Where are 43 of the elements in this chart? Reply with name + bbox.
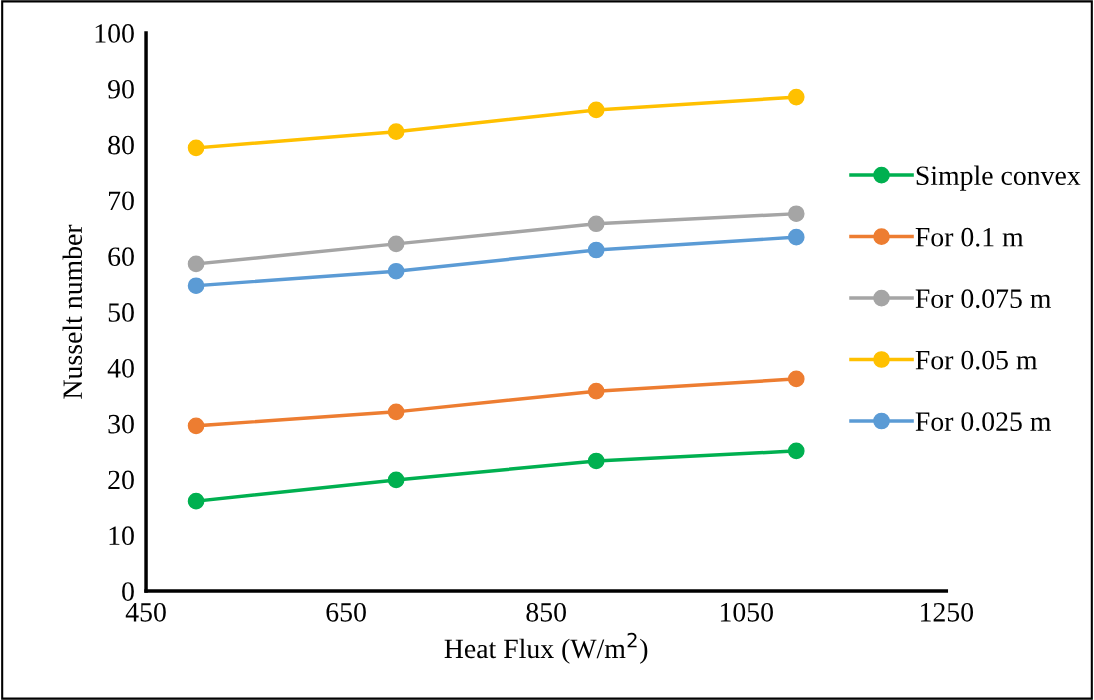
- point: [387, 403, 405, 421]
- y-tick-label: 80: [108, 135, 134, 155]
- y-tick-label: 90: [108, 79, 134, 99]
- legend-label: Simple convex: [916, 165, 1081, 191]
- y-tick-label: 50: [108, 303, 134, 322]
- x-tick-label: 1250: [920, 602, 974, 622]
- point: [587, 101, 605, 119]
- y-tick-label: 60: [108, 247, 134, 267]
- y-axis-title: Nusselt number: [62, 224, 83, 399]
- point: [787, 370, 805, 388]
- y-tick-label: 0: [122, 582, 134, 601]
- x-axis-title: Heat Flux (W/m$^{2}$): [444, 632, 648, 664]
- x-tick-label: 850: [526, 602, 566, 622]
- point: [387, 262, 405, 280]
- point: [787, 228, 805, 246]
- x-tick-label: 450: [125, 602, 166, 622]
- point: [387, 123, 405, 141]
- x-tick-label: 1050: [720, 602, 773, 622]
- point: [387, 471, 405, 489]
- point: [187, 277, 205, 295]
- legend-label: For 0.1 m: [915, 227, 1024, 247]
- point: [587, 215, 605, 233]
- legend-label: For 0.075 m: [915, 289, 1052, 309]
- legend-label: For 0.025 m: [915, 412, 1052, 432]
- point: [787, 205, 805, 223]
- point: [787, 442, 805, 460]
- point: [587, 452, 605, 470]
- point: [187, 139, 205, 157]
- point: [387, 235, 405, 253]
- point: [187, 492, 205, 510]
- y-tick-label: 30: [108, 414, 134, 434]
- point: [587, 382, 605, 400]
- y-tick-label: 70: [108, 191, 134, 211]
- x-tick-label: 650: [326, 602, 366, 622]
- point: [187, 417, 205, 435]
- point: [787, 88, 805, 106]
- point: [587, 241, 605, 259]
- y-tick-label: 40: [107, 358, 134, 378]
- legend-label: For 0.05 m: [915, 350, 1038, 370]
- y-tick-label: 10: [109, 526, 134, 546]
- y-tick-label: 20: [108, 470, 134, 490]
- y-tick-label: 100: [95, 24, 134, 43]
- point: [187, 255, 205, 273]
